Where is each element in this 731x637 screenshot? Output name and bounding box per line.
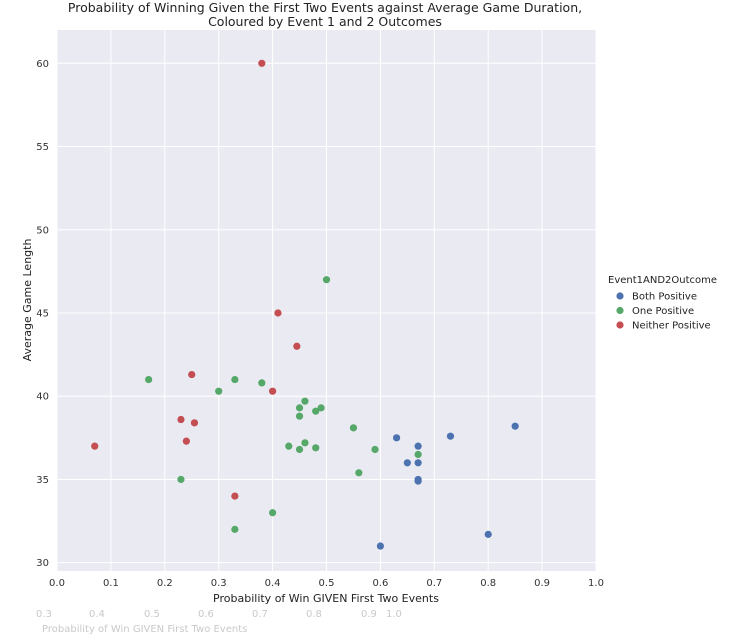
faint-duplicate-axis-label: Probability of Win GIVEN First Two Event…: [42, 624, 248, 635]
data-point: [322, 276, 331, 284]
x-tick-label: 0.2: [157, 578, 173, 589]
data-point: [403, 459, 411, 467]
data-point: [317, 404, 325, 412]
legend: Event1AND2Outcome Both Positive One Posit…: [608, 275, 717, 332]
data-point: [295, 412, 304, 420]
data-point: [177, 475, 185, 484]
x-axis-label: Probability of Win GIVEN First Two Event…: [213, 592, 439, 605]
x-tick-label: 0.1: [103, 578, 119, 589]
faint-tick-label: 0.8: [306, 609, 322, 620]
faint-tick-label: 0.3: [36, 609, 52, 620]
data-point: [190, 419, 199, 427]
legend-item-label: Both Positive: [632, 292, 697, 303]
x-tick-label: 0.7: [426, 578, 442, 589]
data-point: [414, 442, 422, 450]
faint-tick-label: 0.9: [361, 609, 377, 620]
y-tick-label: 40: [36, 392, 49, 403]
data-point: [355, 469, 363, 477]
legend-marker: [616, 321, 624, 329]
data-point: [258, 59, 266, 67]
legend-item-label: One Positive: [632, 306, 694, 317]
faint-tick-label: 0.6: [198, 609, 214, 620]
data-point: [312, 444, 320, 452]
data-point: [269, 509, 277, 517]
legend-marker: [616, 306, 624, 315]
faint-tick-label: 0.7: [252, 609, 268, 620]
y-tick-label: 60: [36, 59, 49, 70]
data-point: [215, 387, 223, 395]
data-point: [269, 387, 277, 395]
data-point: [231, 492, 239, 500]
y-tick-label: 35: [36, 475, 49, 486]
data-point: [446, 432, 455, 440]
data-point: [484, 530, 492, 538]
data-point: [511, 422, 519, 430]
data-point: [285, 442, 293, 450]
data-point: [274, 309, 282, 317]
data-point: [392, 434, 401, 442]
grid-lines: [56, 30, 597, 571]
x-tick-label: 0.4: [265, 578, 281, 589]
y-tick-label: 30: [36, 558, 49, 569]
chart-title-line-1: Probability of Winning Given the First T…: [68, 0, 582, 15]
data-point: [295, 404, 304, 412]
data-points: [91, 59, 519, 550]
chart-title: Probability of Winning Given the First T…: [68, 0, 582, 29]
x-tick-label: 0.9: [534, 578, 550, 589]
y-tick-label: 45: [36, 308, 49, 319]
legend-marker: [616, 292, 624, 300]
legend-item-label: Neither Positive: [632, 321, 711, 332]
data-point: [371, 445, 379, 454]
legend-title: Event1AND2Outcome: [608, 275, 717, 286]
y-tick-label: 50: [36, 225, 49, 236]
data-point: [145, 375, 153, 384]
data-point: [414, 459, 422, 467]
data-point: [414, 450, 422, 459]
x-tick-label: 0.8: [480, 578, 496, 589]
data-point: [295, 445, 304, 454]
data-point: [258, 379, 266, 387]
x-tick-label: 0.3: [211, 578, 227, 589]
data-point: [301, 397, 309, 405]
data-point: [182, 437, 190, 445]
data-point: [301, 439, 309, 447]
y-tick-label: 55: [36, 142, 49, 153]
data-point: [293, 342, 301, 350]
data-point: [231, 375, 239, 384]
data-point: [231, 525, 239, 533]
data-point: [188, 370, 196, 379]
x-tick-label: 0.6: [372, 578, 388, 589]
data-point: [91, 442, 99, 450]
faint-tick-label: 0.5: [144, 609, 160, 620]
x-tick-label: 0.5: [319, 578, 335, 589]
chart-title-line-2: Coloured by Event 1 and 2 Outcomes: [208, 14, 442, 29]
data-point: [177, 415, 185, 424]
data-point: [414, 477, 422, 485]
x-tick-label: 1.0: [588, 578, 604, 589]
data-point: [312, 407, 320, 415]
faint-tick-label: 0.4: [89, 609, 105, 620]
y-axis-ticks: 30 35 40 45 50 55 60: [36, 59, 49, 569]
y-axis-label: Average Game Length: [21, 239, 34, 362]
data-point: [376, 542, 384, 550]
faint-tick-label: 1.0: [386, 609, 402, 620]
x-axis-ticks: 0.0 0.1 0.2 0.3 0.4 0.5 0.6 0.7 0.8 0.9 1.0: [49, 578, 604, 589]
data-point: [349, 424, 358, 432]
x-tick-label: 0.0: [49, 578, 65, 589]
